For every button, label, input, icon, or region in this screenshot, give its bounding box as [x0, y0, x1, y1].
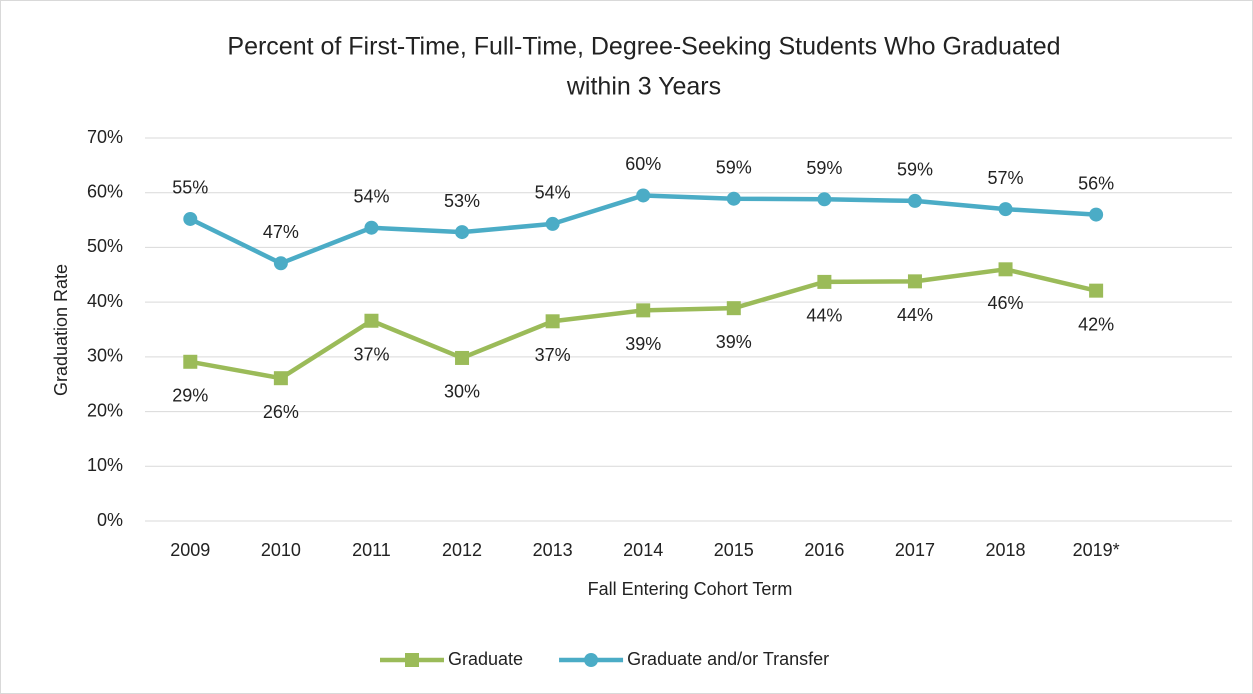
marker [817, 192, 832, 207]
legend-marker [584, 653, 599, 667]
marker [726, 191, 741, 206]
marker [364, 313, 379, 328]
data-label: 39% [716, 332, 752, 352]
data-label: 56% [1078, 173, 1114, 193]
chart-title: within 3 Years [566, 73, 721, 101]
data-label: 47% [263, 222, 299, 242]
data-label: 42% [1078, 314, 1114, 334]
data-label: 57% [988, 168, 1024, 188]
data-label: 53% [444, 191, 480, 211]
data-label: 54% [353, 186, 389, 206]
marker [726, 301, 741, 316]
y-tick-label: 50% [87, 236, 123, 256]
data-label: 44% [806, 306, 842, 326]
chart-title: Percent of First-Time, Full-Time, Degree… [227, 33, 1060, 61]
marker [817, 274, 832, 289]
x-tick-label: 2012 [442, 540, 482, 560]
data-label: 30% [444, 382, 480, 402]
data-label: 55% [172, 178, 208, 198]
x-tick-label: 2014 [623, 540, 663, 560]
data-label: 54% [535, 183, 571, 203]
marker [273, 256, 288, 271]
y-tick-label: 40% [87, 291, 123, 311]
marker [998, 262, 1013, 277]
y-tick-label: 70% [87, 127, 123, 147]
x-tick-label: 2011 [352, 540, 391, 560]
marker [545, 216, 560, 231]
marker [364, 220, 379, 235]
data-label: 60% [625, 154, 661, 174]
marker [636, 303, 651, 318]
data-label: 44% [897, 305, 933, 325]
marker [636, 188, 651, 203]
marker [998, 202, 1013, 217]
data-label: 37% [353, 344, 389, 364]
data-label: 29% [172, 386, 208, 406]
marker [907, 274, 922, 289]
marker [183, 354, 198, 369]
legend-marker [405, 653, 419, 667]
marker [545, 314, 560, 329]
y-tick-label: 10% [87, 455, 123, 475]
y-axis-title: Graduation Rate [51, 264, 71, 396]
x-tick-label: 2010 [261, 540, 301, 560]
data-label: 59% [716, 157, 752, 177]
data-label: 59% [806, 158, 842, 178]
data-label: 59% [897, 160, 933, 180]
x-tick-label: 2009 [170, 540, 210, 560]
data-label: 46% [988, 293, 1024, 313]
x-tick-label: 2018 [986, 540, 1026, 560]
x-tick-label: 2015 [714, 540, 754, 560]
marker [455, 225, 470, 240]
data-label: 26% [263, 402, 299, 422]
data-label: 39% [625, 334, 661, 354]
y-tick-label: 60% [87, 181, 123, 201]
marker [183, 211, 198, 226]
legend-label: Graduate and/or Transfer [627, 649, 829, 669]
y-tick-label: 0% [97, 510, 123, 530]
legend-label: Graduate [448, 649, 523, 669]
marker [273, 371, 288, 386]
marker [1089, 207, 1104, 222]
marker [1089, 283, 1104, 298]
y-tick-label: 20% [87, 400, 123, 420]
x-axis-title: Fall Entering Cohort Term [588, 579, 793, 599]
data-label: 37% [535, 345, 571, 365]
y-tick-label: 30% [87, 346, 123, 366]
x-tick-label: 2017 [895, 540, 935, 560]
x-tick-label: 2016 [804, 540, 844, 560]
marker [907, 193, 922, 208]
marker [455, 350, 470, 365]
x-tick-label: 2013 [533, 540, 573, 560]
x-tick-label: 2019* [1073, 540, 1120, 560]
